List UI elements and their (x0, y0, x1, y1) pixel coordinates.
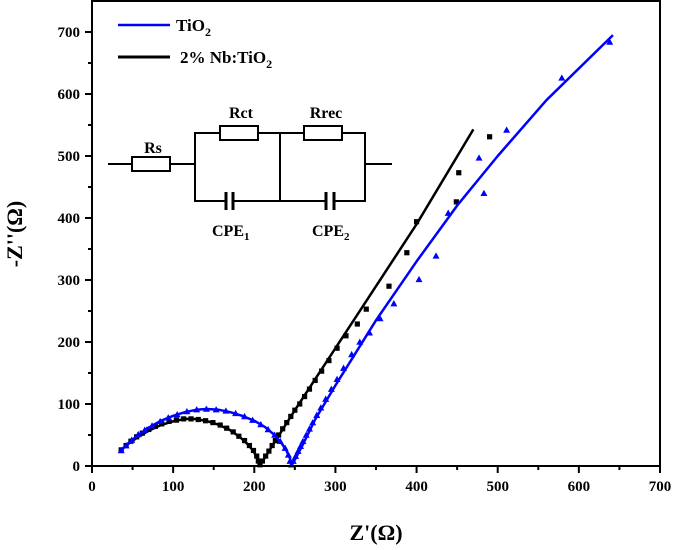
label-rct: Rct (229, 105, 254, 122)
data-point-triangle (558, 74, 566, 81)
legend-label-tio2: TiO2 (176, 16, 211, 39)
legend-label-nb-tio2: 2% Nb:TiO2 (180, 48, 272, 71)
label-rs: Rs (144, 140, 162, 157)
y-tick-label: 700 (58, 25, 81, 41)
x-tick-label: 100 (162, 479, 185, 495)
series-nb-tio2 (118, 128, 493, 468)
data-point-square (334, 345, 340, 351)
x-tick-label: 700 (649, 479, 672, 495)
y-tick-label: 100 (58, 397, 81, 413)
x-tick-label: 0 (88, 479, 96, 495)
y-tick-label: 200 (58, 335, 81, 351)
series-layer (117, 34, 614, 468)
label-cpe2: CPE2 (312, 223, 350, 243)
y-tick-label: 600 (58, 87, 81, 103)
x-tick-label: 600 (568, 479, 591, 495)
data-point-square (354, 321, 360, 327)
series-tio2 (117, 34, 614, 468)
x-tick-label: 500 (486, 479, 509, 495)
label-rrec: Rrec (310, 105, 343, 122)
resistor-rs (131, 156, 171, 172)
y-tick-label: 0 (73, 459, 81, 475)
data-point-triangle (503, 126, 511, 133)
data-point-square (487, 134, 493, 140)
data-point-square (343, 333, 349, 339)
x-tick-label: 200 (243, 479, 266, 495)
data-point-square (386, 283, 392, 289)
circuit-wire (194, 132, 226, 202)
resistor-rrec (303, 125, 343, 141)
data-point-triangle (390, 300, 398, 307)
x-axis-label: Z'(Ω) (349, 520, 402, 545)
data-point-triangle (376, 314, 384, 322)
data-point-triangle (432, 252, 440, 259)
data-point-square (404, 250, 410, 256)
data-point-triangle (475, 154, 483, 161)
y-tick-label: 300 (58, 273, 81, 289)
fit-line (119, 128, 475, 467)
data-point-triangle (480, 189, 488, 196)
circuit-wire (334, 132, 366, 202)
data-point-square (413, 219, 420, 225)
axes-layer: 0 100 200 300 400 500 600 700 0 100 200 300 400 500 60… (58, 25, 672, 495)
data-point-triangle (415, 275, 423, 283)
equivalent-circuit-inset (108, 125, 392, 210)
data-point-square (453, 199, 459, 205)
data-point-square (326, 358, 332, 364)
legend: TiO2 2% Nb:TiO2 (118, 16, 272, 71)
fit-line (119, 34, 614, 467)
y-tick-label: 500 (58, 149, 81, 165)
data-point-square (363, 306, 369, 312)
resistor-rct (219, 125, 259, 141)
y-axis-label: -Z''(Ω) (2, 201, 27, 268)
x-tick-label: 400 (405, 479, 428, 495)
y-tick-label: 400 (58, 211, 81, 227)
label-cpe1: CPE1 (212, 223, 250, 243)
data-point-triangle (606, 38, 614, 45)
data-point-square (456, 170, 462, 176)
x-tick-label: 300 (324, 479, 347, 495)
